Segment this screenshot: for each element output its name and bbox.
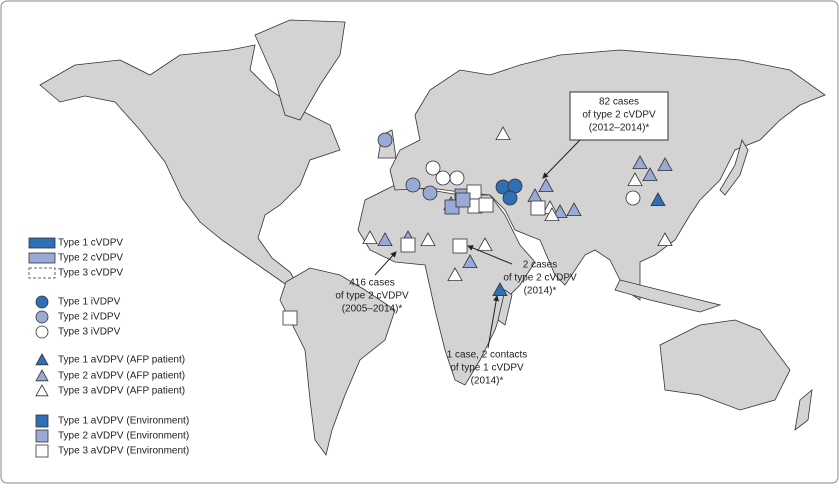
ivdpv-symbol: [425, 160, 441, 176]
ivdpv-symbol: [35, 295, 49, 309]
avdpv-afp-symbol: [544, 207, 560, 221]
avdpv-afp-symbol: [35, 353, 49, 366]
ivdpv-symbol: [35, 325, 49, 339]
avdpv-env-symbol: [282, 310, 298, 326]
avdpv-env-symbol: [478, 197, 494, 213]
avdpv-env-symbol: [35, 414, 49, 428]
ivdpv-symbol: [502, 190, 518, 206]
ivdpv-symbol: [625, 190, 641, 206]
cvdpv-symbol: [28, 252, 56, 264]
avdpv-env-symbol: [35, 429, 49, 443]
cvdpv-symbol: [28, 237, 56, 249]
arrow: [374, 251, 397, 276]
annotation-line: (2014)*: [471, 376, 504, 387]
avdpv-afp-symbol: [492, 282, 508, 296]
avdpv-afp-symbol: [632, 155, 648, 169]
avdpv-afp-symbol: [552, 204, 568, 218]
avdpv-afp-symbol: [657, 232, 673, 246]
avdpv-env-symbol: [530, 200, 546, 216]
ivdpv-symbol: [422, 185, 438, 201]
legend: Type 1 cVDPV Type 2 cVDPV Type 3 cVDPV Type…: [28, 237, 189, 458]
avdpv-env-symbol: [452, 238, 468, 254]
ivdpv-symbol: [35, 310, 49, 324]
legend-label: Type 3 aVDPV (AFP patient): [58, 386, 185, 397]
avdpv-afp-symbol: [566, 202, 582, 216]
legend-label: Type 1 cVDPV: [58, 238, 123, 249]
avdpv-afp-symbol: [650, 192, 666, 206]
avdpv-afp-symbol: [362, 230, 378, 244]
legend-label: Type 3 aVDPV (Environment): [58, 446, 189, 457]
legend-label: Type 2 aVDPV (AFP patient): [58, 371, 185, 382]
annotation-line: 416 cases: [349, 278, 395, 289]
avdpv-env-symbol: [400, 237, 416, 253]
annotations: 82 cases of type 2 cVDPV (2012–2014)* 416 c…: [335, 97, 656, 387]
cvdpv-symbol: [28, 267, 56, 279]
avdpv-afp-symbol: [447, 267, 463, 281]
annotation-line: of type 2 cVDPV: [503, 273, 577, 284]
arrow: [487, 295, 500, 349]
legend-label: Type 2 aVDPV (Environment): [58, 431, 189, 442]
avdpv-afp-symbol: [477, 237, 493, 251]
legend-label: Type 1 iVDPV: [58, 297, 121, 308]
annotation-line: (2005–2014)*: [342, 304, 403, 315]
avdpv-afp-symbol: [627, 172, 643, 186]
legend-label: Type 2 cVDPV: [58, 253, 123, 264]
avdpv-afp-symbol: [657, 157, 673, 171]
avdpv-afp-symbol: [377, 232, 393, 246]
annotation-line: 1 case, 2 contacts: [447, 350, 528, 361]
annotation-line: (2014)*: [524, 286, 557, 297]
annotation-line: of type 1 cVDPV: [450, 363, 524, 374]
legend-label: Type 3 iVDPV: [58, 327, 121, 338]
legend-label: Type 3 cVDPV: [58, 268, 123, 279]
legend-label: Type 1 aVDPV (Environment): [58, 416, 189, 427]
annotation-line: of type 2 cVDPV: [582, 110, 656, 121]
arrow: [467, 245, 513, 265]
ivdpv-symbol: [405, 177, 421, 193]
annotation-line: of type 2 cVDPV: [335, 291, 409, 302]
avdpv-env-symbol: [35, 444, 49, 458]
avdpv-afp-symbol: [495, 126, 511, 140]
annotation-line: (2012–2014)*: [589, 123, 650, 134]
avdpv-afp-symbol: [35, 384, 49, 397]
avdpv-env-symbol: [455, 192, 471, 208]
ivdpv-symbol: [449, 170, 465, 186]
annotation-box: [569, 91, 669, 141]
avdpv-afp-symbol: [35, 369, 49, 382]
annotation-line: 2 cases: [523, 260, 557, 271]
arrow: [542, 139, 581, 179]
annotation-line: 82 cases: [599, 97, 639, 108]
markers: [282, 126, 673, 326]
avdpv-afp-symbol: [462, 254, 478, 268]
avdpv-afp-symbol: [420, 232, 436, 246]
legend-label: Type 1 aVDPV (AFP patient): [58, 355, 185, 366]
legend-label: Type 2 iVDPV: [58, 312, 121, 323]
avdpv-afp-symbol: [642, 167, 658, 181]
ivdpv-symbol: [377, 132, 393, 148]
avdpv-afp-symbol: [538, 178, 554, 192]
